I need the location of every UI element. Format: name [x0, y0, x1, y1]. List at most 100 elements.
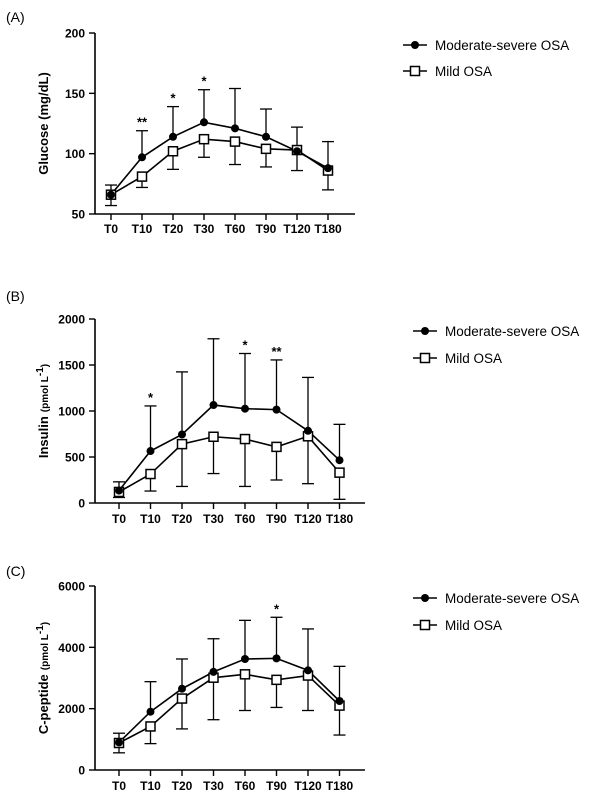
y-tick-label: 0 [78, 497, 85, 511]
y-tick-label: 4000 [58, 641, 85, 655]
legend-marker [421, 327, 429, 335]
y-axis-unit: (pmol L [40, 376, 51, 412]
series-line-moderate-severe-osa [118, 404, 341, 492]
data-point [209, 401, 218, 410]
panel-label: (B) [6, 288, 25, 304]
data-point [324, 164, 332, 173]
x-tick-label: T30 [203, 512, 224, 526]
legend-item: Moderate-severe OSA [403, 38, 569, 53]
y-axis-label: Glucose (mg/dL) [36, 72, 51, 175]
data-point [208, 431, 219, 443]
x-tick-label: T0 [112, 512, 126, 526]
data-point [241, 404, 249, 413]
data-point [146, 447, 155, 456]
x-tick-label: T180 [326, 512, 354, 526]
data-point [335, 456, 344, 465]
x-tick-label: T180 [314, 222, 342, 236]
data-point [304, 666, 312, 675]
legend-marker [409, 65, 421, 77]
data-point [178, 684, 186, 693]
x-tick-label: T10 [132, 222, 153, 236]
y-tick-label: 150 [65, 87, 85, 101]
legend-label: Mild OSA [435, 64, 492, 79]
significance-marker: * [242, 338, 248, 353]
data-point [198, 133, 210, 145]
legend-label: Mild OSA [445, 618, 502, 633]
legend-item: Mild OSA [413, 351, 502, 366]
y-axis-label-text: Glucose (mg/dL) [36, 72, 51, 175]
data-point [146, 707, 155, 716]
x-tick-label: T90 [266, 512, 287, 526]
y-axis-unit-sup: -1 [35, 367, 46, 376]
x-tick-label: T120 [294, 779, 322, 793]
significance-marker: ** [271, 344, 282, 359]
x-tick-label: T180 [326, 779, 354, 793]
y-tick-label: 1500 [58, 359, 85, 373]
data-point [272, 654, 281, 663]
legend-label: Moderate-severe OSA [445, 324, 579, 339]
panel-label: (A) [6, 9, 25, 25]
data-point [115, 738, 123, 747]
x-tick-label: T0 [104, 222, 118, 236]
x-tick-label: T60 [225, 222, 246, 236]
significance-marker: * [170, 91, 176, 106]
legend-item: Moderate-severe OSA [413, 591, 579, 606]
y-axis-label: C-peptide (pmol L-1) [35, 622, 51, 734]
x-tick-label: T30 [194, 222, 215, 236]
y-axis-unit-sup: -1 [35, 625, 46, 634]
data-point [176, 438, 188, 450]
data-point [145, 721, 156, 732]
data-point [138, 153, 146, 162]
legend-label: Moderate-severe OSA [435, 38, 569, 53]
y-tick-label: 2000 [58, 702, 85, 716]
y-tick-label: 200 [65, 27, 85, 41]
y-axis-label: Insulin (pmol L-1) [35, 364, 51, 458]
legend-marker [411, 41, 419, 49]
legend-marker [419, 619, 431, 631]
x-tick-label: T20 [172, 779, 193, 793]
data-point [335, 697, 344, 705]
data-point [169, 132, 177, 141]
data-point [115, 486, 123, 495]
data-point [239, 669, 251, 680]
legend-label: Mild OSA [445, 351, 502, 366]
y-tick-label: 2000 [58, 313, 85, 327]
data-point [262, 132, 270, 141]
data-point [241, 654, 249, 663]
significance-marker: ** [137, 115, 148, 130]
legend-marker [419, 352, 431, 364]
data-point [136, 171, 148, 182]
y-tick-label: 500 [65, 451, 85, 465]
y-tick-label: 0 [78, 764, 85, 778]
data-point [334, 467, 345, 478]
y-axis-label-text: C-peptide [36, 674, 51, 734]
y-axis-unit-close: ) [40, 622, 51, 625]
y-tick-label: 100 [65, 147, 85, 161]
data-point [272, 405, 281, 414]
data-point [260, 143, 272, 155]
x-tick-label: T20 [163, 222, 184, 236]
data-point [239, 433, 251, 445]
x-tick-label: T0 [112, 779, 126, 793]
data-point [271, 441, 282, 453]
x-tick-label: T10 [140, 779, 161, 793]
y-tick-label: 50 [72, 208, 86, 222]
y-axis-label-text: Insulin [36, 416, 51, 458]
legend-item: Mild OSA [403, 64, 492, 79]
x-tick-label: T90 [256, 222, 277, 236]
significance-marker: * [274, 601, 280, 616]
y-tick-label: 6000 [58, 580, 85, 594]
y-axis-unit-close: ) [40, 364, 51, 367]
y-axis-unit: (pmol L [40, 634, 51, 670]
x-tick-label: T60 [235, 779, 256, 793]
significance-marker: * [148, 390, 154, 405]
data-point [209, 667, 218, 676]
chart-panel-a: (A) 50 100 150 200 T0 T10 T20 T30 T60 T90 T120 T180 G… [6, 9, 569, 236]
data-point [167, 146, 179, 157]
panel-label: (C) [6, 563, 25, 579]
data-point [200, 118, 208, 127]
data-point [145, 468, 156, 480]
data-point [178, 430, 186, 439]
x-tick-label: T120 [294, 512, 322, 526]
x-tick-label: T120 [283, 222, 311, 236]
